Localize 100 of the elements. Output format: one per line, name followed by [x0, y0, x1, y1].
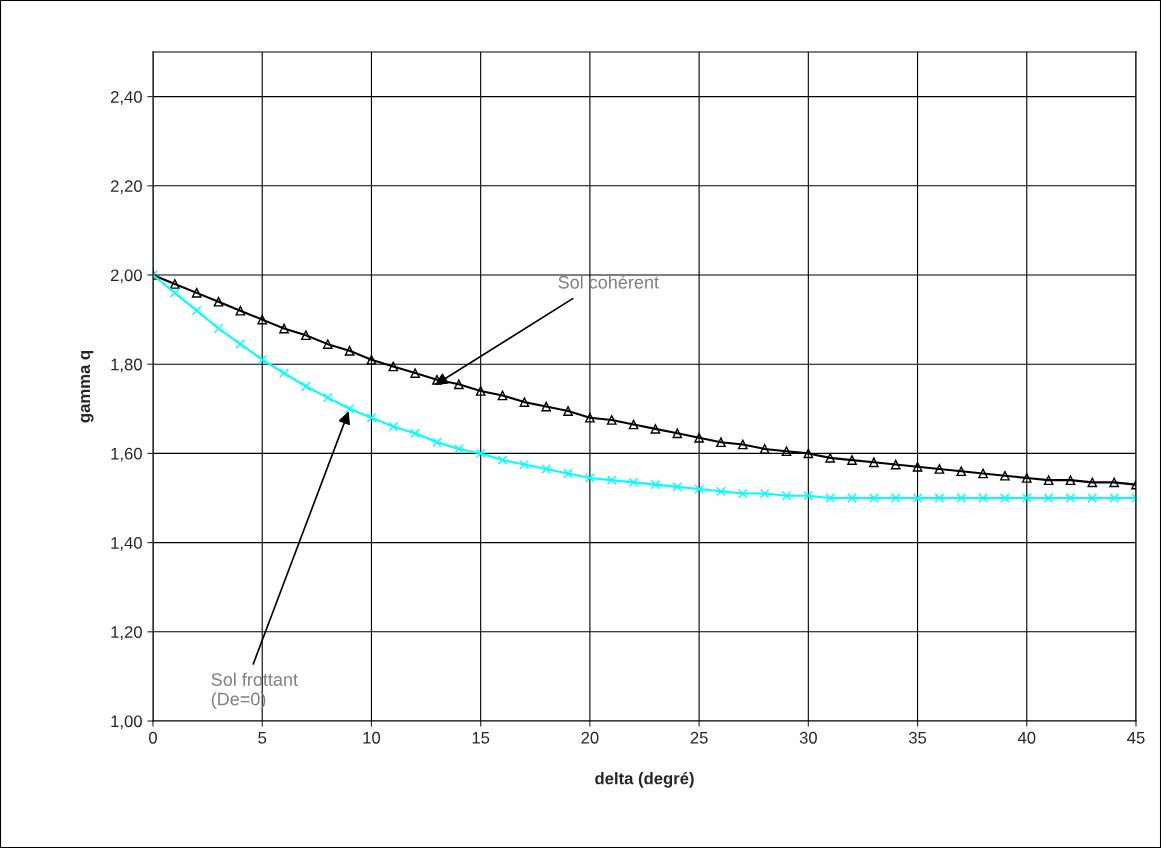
point	[1043, 475, 1054, 486]
point	[781, 446, 792, 457]
point	[978, 493, 988, 503]
point	[257, 354, 268, 365]
point	[694, 432, 704, 443]
point	[563, 468, 573, 479]
point	[322, 392, 333, 403]
point	[1065, 493, 1076, 503]
point	[737, 439, 748, 450]
point	[825, 493, 836, 503]
y-tick-label: 2,20	[110, 180, 142, 194]
y-tick-label: 1,60	[111, 447, 142, 462]
point	[497, 390, 508, 401]
point	[650, 424, 661, 434]
x-axis-title: delta (degré)	[595, 771, 694, 788]
point	[366, 354, 377, 365]
point	[672, 428, 683, 439]
point	[388, 361, 399, 372]
point	[213, 323, 224, 334]
point	[869, 457, 879, 468]
point	[1000, 493, 1010, 503]
point	[716, 437, 726, 448]
point	[934, 493, 945, 503]
point	[1109, 493, 1120, 503]
point	[1109, 477, 1120, 488]
point	[847, 493, 857, 503]
point	[519, 397, 530, 407]
point	[344, 403, 355, 414]
point	[213, 296, 224, 307]
point	[890, 459, 901, 470]
point	[541, 401, 552, 412]
point	[541, 464, 552, 474]
point	[1000, 470, 1010, 481]
point	[956, 466, 967, 477]
point	[301, 330, 311, 341]
point	[716, 486, 726, 497]
point	[169, 287, 180, 298]
x-tick-label: 30	[799, 731, 817, 744]
x-tick-label: 15	[472, 732, 490, 744]
point	[475, 386, 486, 396]
point	[1043, 493, 1054, 503]
point	[978, 468, 988, 479]
x-tick-label: 20	[581, 731, 599, 744]
point	[1021, 493, 1032, 503]
y-tick-label: 1,20	[111, 626, 142, 640]
point	[1021, 473, 1032, 483]
point	[563, 406, 573, 416]
x-tick-label: 25	[690, 731, 708, 744]
point	[191, 287, 202, 298]
point	[803, 490, 814, 501]
y-tick-label: 1,80	[111, 358, 142, 373]
x-tick-label: 10	[363, 731, 381, 744]
point	[519, 459, 530, 470]
point	[453, 379, 464, 390]
point	[956, 493, 967, 503]
point	[432, 374, 442, 385]
point	[191, 305, 202, 316]
point	[934, 464, 945, 474]
point	[803, 448, 814, 459]
point	[257, 314, 268, 325]
y-tick-label: 1,40	[111, 537, 142, 551]
point	[301, 381, 311, 392]
point	[497, 455, 508, 465]
point	[585, 412, 595, 423]
point	[759, 444, 770, 454]
point	[781, 490, 792, 501]
point	[694, 484, 704, 494]
point	[585, 473, 595, 483]
point	[410, 368, 420, 378]
y-tick-label: 1,00	[111, 715, 142, 730]
y-tick-label: 2,40	[110, 91, 142, 105]
point	[737, 488, 748, 499]
point	[453, 444, 464, 454]
point	[432, 437, 442, 448]
point	[322, 339, 333, 349]
point	[869, 493, 879, 503]
point	[672, 481, 683, 492]
point	[169, 279, 180, 289]
x-tick-label: 0	[149, 731, 157, 744]
point	[606, 475, 617, 486]
point	[279, 323, 289, 334]
point	[912, 493, 923, 503]
x-tick-label: 5	[258, 732, 267, 744]
point	[847, 455, 857, 465]
x-tick-label: 35	[908, 731, 927, 744]
point	[410, 428, 420, 439]
point	[628, 419, 639, 430]
point	[235, 339, 246, 349]
point	[759, 488, 770, 499]
point	[606, 415, 617, 425]
point	[1087, 477, 1098, 488]
point	[825, 452, 836, 463]
point	[1087, 493, 1098, 503]
point	[279, 368, 289, 378]
x-tick-label: 45	[1127, 732, 1145, 744]
point	[344, 345, 355, 356]
point	[366, 412, 377, 423]
x-tick-label: 40	[1017, 731, 1036, 744]
point	[235, 305, 246, 316]
point	[475, 448, 486, 459]
